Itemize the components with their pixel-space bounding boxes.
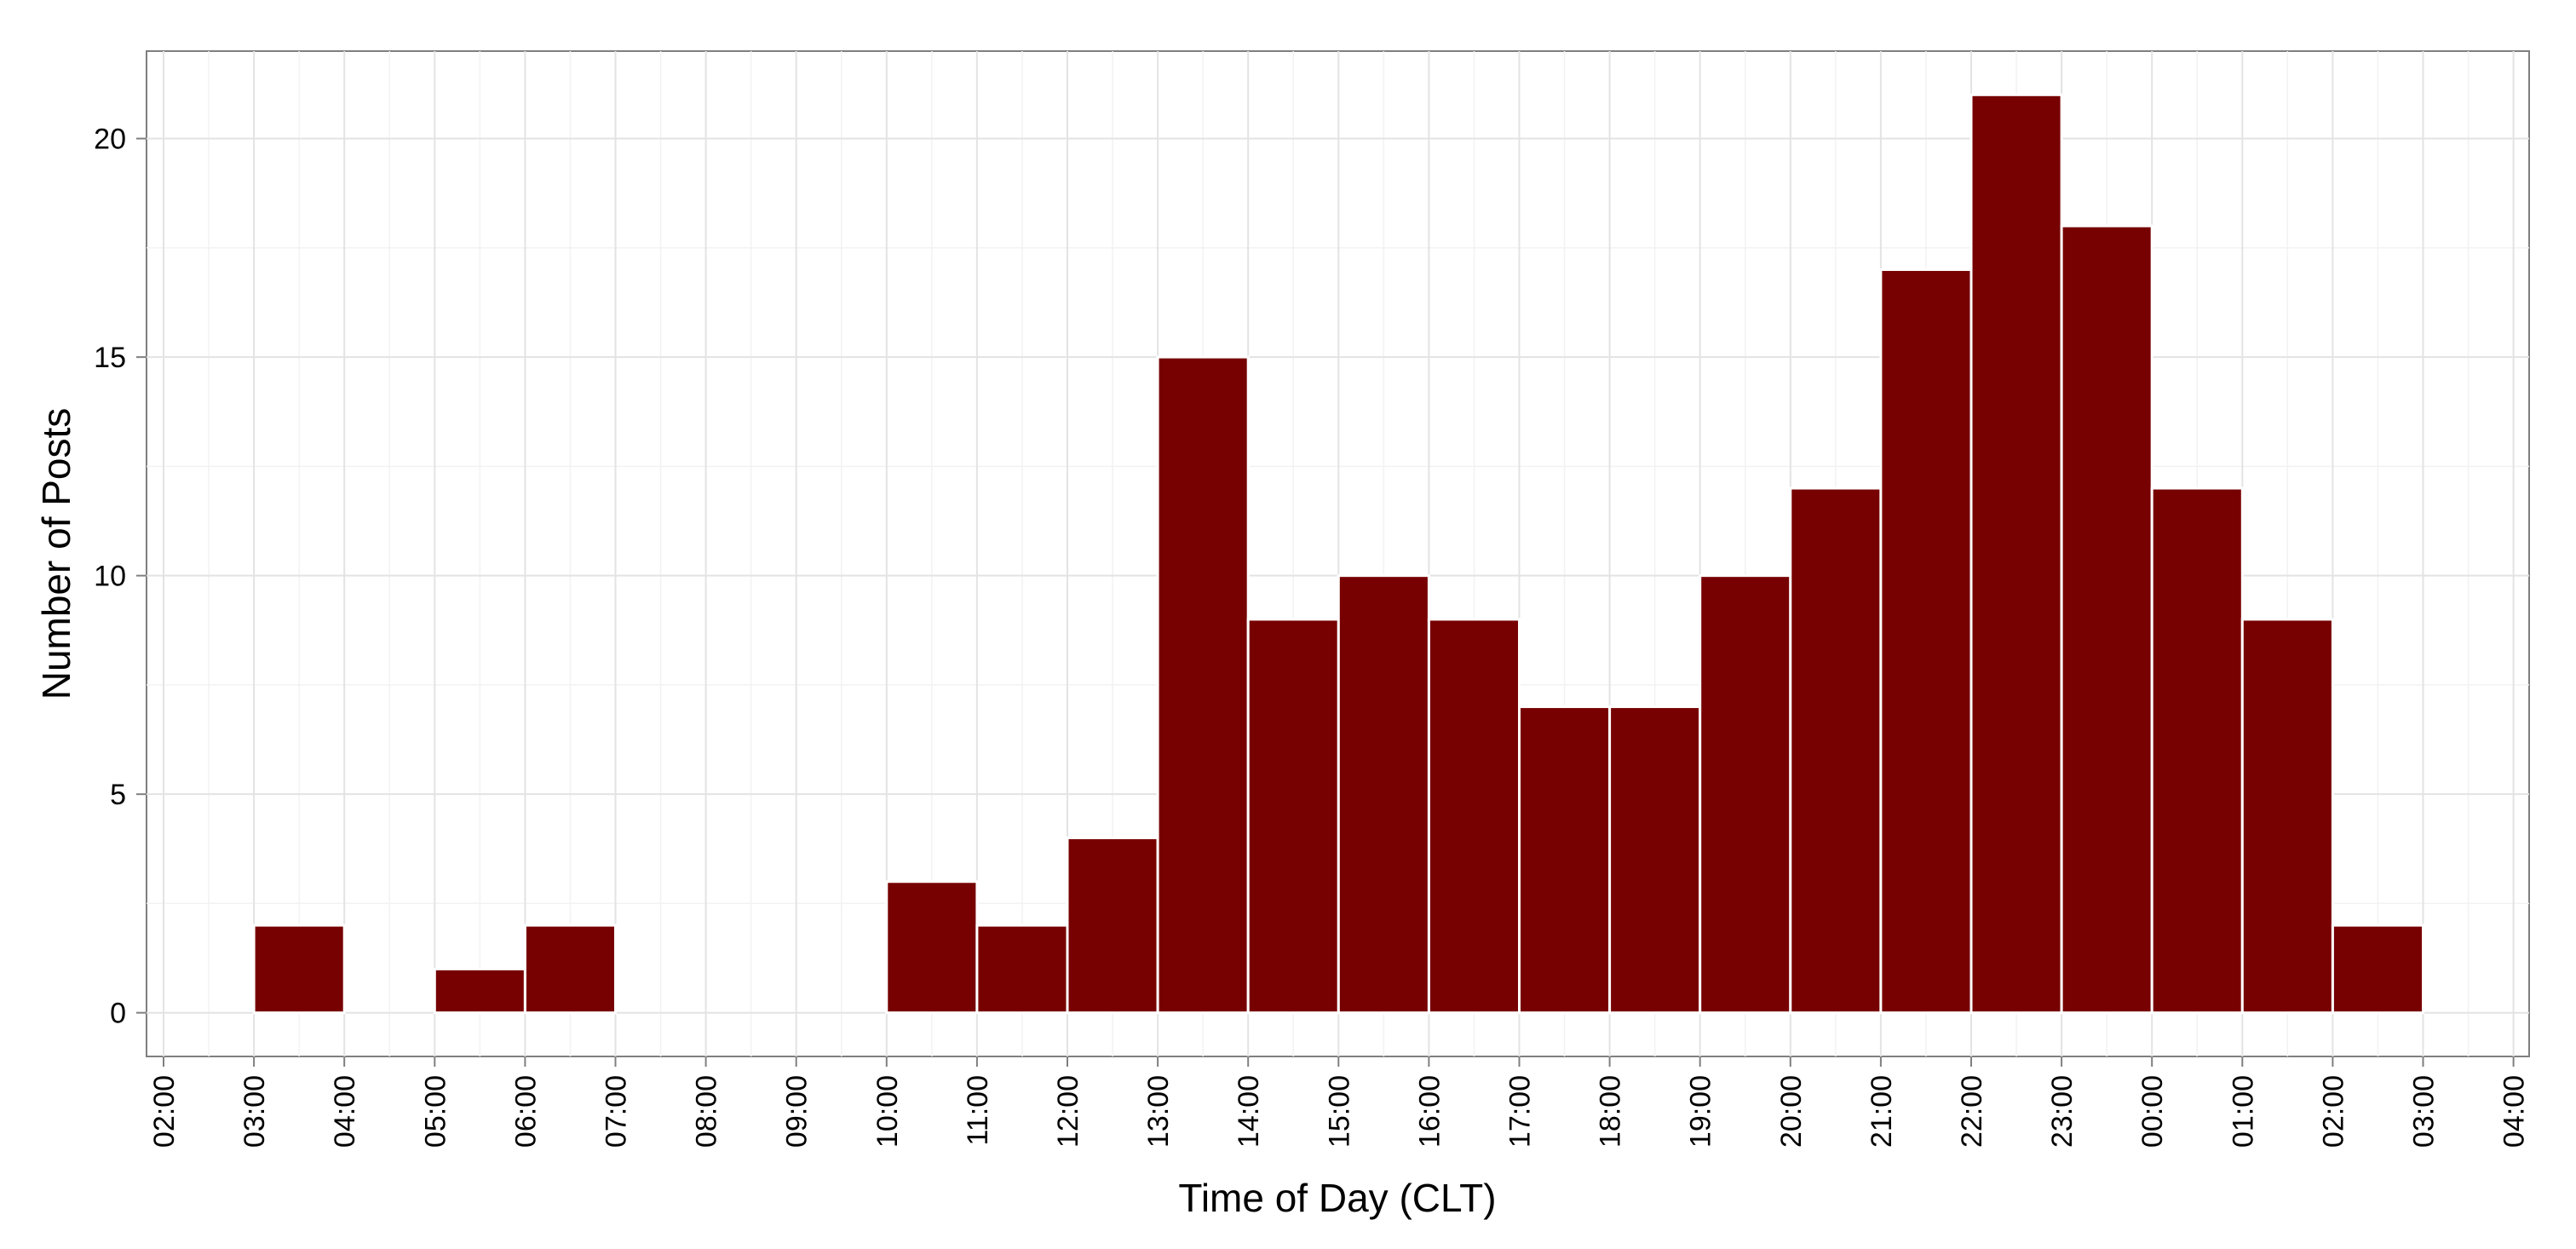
y-tick-label: 15 — [94, 342, 126, 374]
x-tick-label: 22:00 — [1956, 1075, 1988, 1148]
y-axis-title: Number of Posts — [34, 408, 78, 700]
x-tick-label: 21:00 — [1866, 1075, 1898, 1148]
bar — [2331, 924, 2424, 1015]
bar — [1879, 268, 1973, 1015]
bar — [1699, 574, 1792, 1015]
bar — [1427, 618, 1521, 1015]
x-tick-label: 02:00 — [2317, 1075, 2349, 1148]
bar — [1066, 836, 1159, 1015]
x-tick-label: 11:00 — [962, 1075, 994, 1146]
x-tick-label: 16:00 — [1413, 1075, 1446, 1148]
x-tick-label: 20:00 — [1775, 1075, 1808, 1148]
x-tick-label: 04:00 — [2498, 1075, 2531, 1148]
bar — [1337, 574, 1430, 1015]
x-axis-ticks: 02:00 03:00 04:00 05:00 06:00 07:00 08:00 09:00… — [148, 1056, 2531, 1148]
bar — [975, 924, 1069, 1015]
x-tick-label: 07:00 — [601, 1075, 633, 1148]
x-tick-label: 03:00 — [239, 1075, 271, 1148]
x-tick-label: 23:00 — [2046, 1075, 2079, 1148]
x-tick-label: 13:00 — [1142, 1075, 1175, 1148]
bar — [885, 880, 979, 1015]
bars — [252, 93, 2424, 1015]
bar — [433, 967, 526, 1015]
bar — [1518, 705, 1612, 1015]
bar — [252, 924, 346, 1015]
bar — [1246, 618, 1340, 1015]
x-tick-label: 18:00 — [1595, 1075, 1627, 1148]
x-tick-label: 17:00 — [1504, 1075, 1537, 1148]
x-tick-label: 02:00 — [148, 1075, 181, 1148]
x-tick-label: 04:00 — [329, 1075, 361, 1148]
bar — [2150, 486, 2244, 1015]
y-tick-label: 0 — [110, 998, 126, 1030]
y-axis-ticks: 0 5 10 15 20 — [94, 124, 147, 1030]
x-tick-label: 06:00 — [509, 1075, 542, 1148]
x-tick-label: 12:00 — [1052, 1075, 1084, 1148]
bar — [2240, 618, 2334, 1015]
x-tick-label: 00:00 — [2136, 1075, 2169, 1148]
bar — [523, 924, 618, 1015]
x-tick-label: 08:00 — [691, 1075, 723, 1148]
bar — [1969, 93, 2063, 1015]
bar — [1156, 355, 1250, 1015]
x-tick-label: 05:00 — [419, 1075, 451, 1148]
x-axis-title: Time of Day (CLT) — [1178, 1176, 1496, 1220]
x-tick-label: 10:00 — [871, 1075, 904, 1148]
x-tick-label: 01:00 — [2227, 1075, 2259, 1148]
x-tick-label: 09:00 — [781, 1075, 814, 1148]
x-tick-label: 15:00 — [1323, 1075, 1355, 1148]
bar — [1608, 705, 1702, 1015]
y-tick-label: 20 — [94, 124, 126, 156]
x-tick-label: 14:00 — [1233, 1075, 1265, 1148]
bar — [2060, 224, 2153, 1015]
x-tick-label: 03:00 — [2408, 1075, 2441, 1148]
y-tick-label: 5 — [110, 779, 126, 811]
x-tick-label: 19:00 — [1685, 1075, 1717, 1148]
bar — [1789, 486, 1883, 1015]
y-tick-label: 10 — [94, 561, 126, 593]
